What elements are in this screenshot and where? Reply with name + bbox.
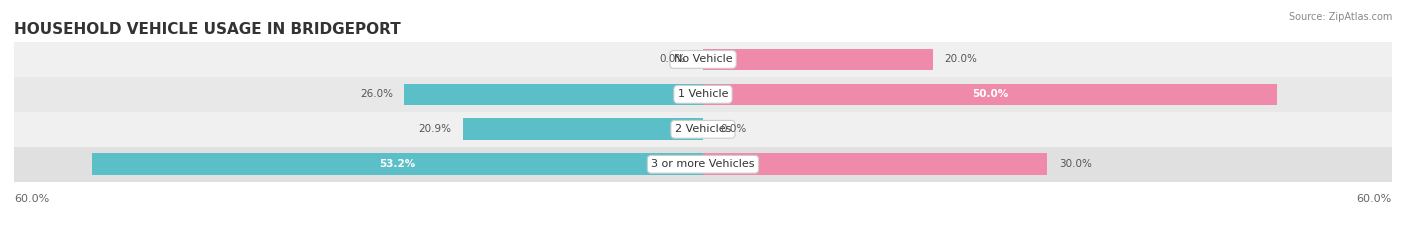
- Text: 60.0%: 60.0%: [14, 194, 49, 204]
- Bar: [93, 154, 703, 175]
- Text: 2 Vehicles: 2 Vehicles: [675, 124, 731, 134]
- Text: 20.9%: 20.9%: [419, 124, 451, 134]
- Bar: [703, 154, 1047, 175]
- Text: 0.0%: 0.0%: [720, 124, 747, 134]
- Text: 1 Vehicle: 1 Vehicle: [678, 89, 728, 99]
- Bar: [703, 49, 932, 70]
- Text: 50.0%: 50.0%: [972, 89, 1008, 99]
- Bar: [14, 147, 1392, 182]
- Text: 0.0%: 0.0%: [659, 55, 686, 64]
- Bar: [703, 84, 1277, 105]
- Bar: [14, 77, 1392, 112]
- Bar: [405, 84, 703, 105]
- Text: Source: ZipAtlas.com: Source: ZipAtlas.com: [1288, 12, 1392, 22]
- Text: 53.2%: 53.2%: [380, 159, 416, 169]
- Bar: [463, 118, 703, 140]
- Text: No Vehicle: No Vehicle: [673, 55, 733, 64]
- Text: 20.0%: 20.0%: [945, 55, 977, 64]
- Text: 30.0%: 30.0%: [1059, 159, 1092, 169]
- Text: HOUSEHOLD VEHICLE USAGE IN BRIDGEPORT: HOUSEHOLD VEHICLE USAGE IN BRIDGEPORT: [14, 22, 401, 37]
- Text: 3 or more Vehicles: 3 or more Vehicles: [651, 159, 755, 169]
- Bar: [14, 42, 1392, 77]
- Text: 60.0%: 60.0%: [1357, 194, 1392, 204]
- Bar: [14, 112, 1392, 147]
- Text: 26.0%: 26.0%: [360, 89, 392, 99]
